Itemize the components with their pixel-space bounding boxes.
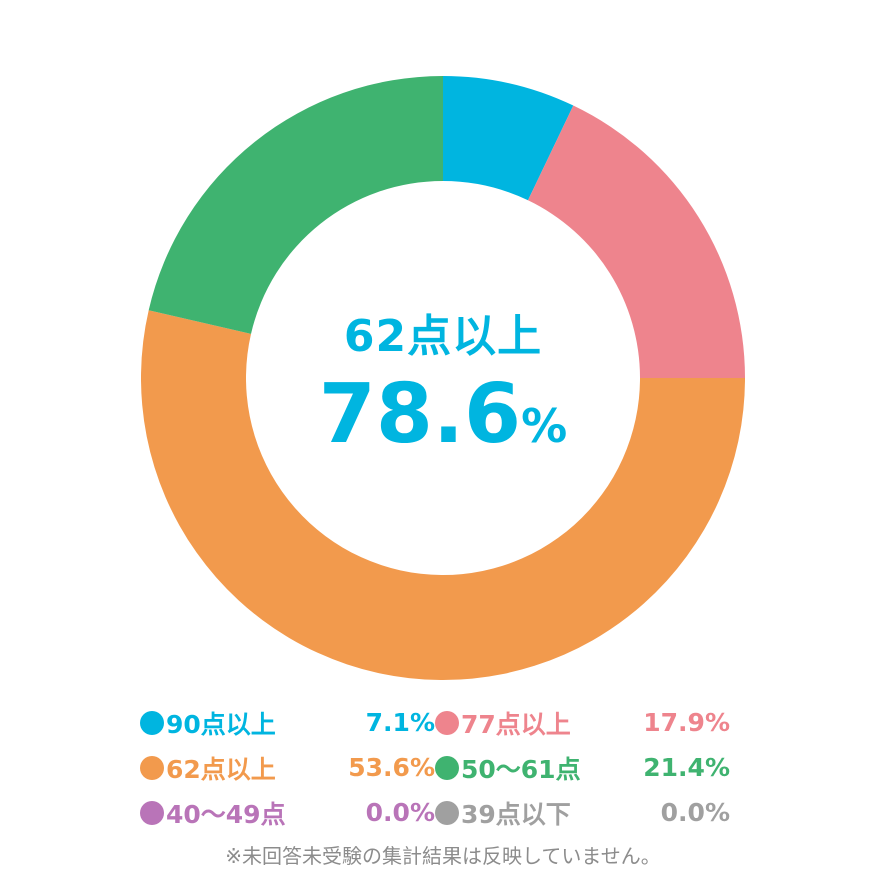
legend-value: 21.4% [643, 753, 730, 782]
legend-value: 0.0% [365, 798, 435, 827]
legend-label: 50～61点 [461, 754, 581, 784]
legend-row: 40～49点 0.0% 39点以下 0.0% [140, 790, 730, 835]
legend-item-39-below: 39点以下 0.0% [435, 795, 730, 831]
legend-value: 0.0% [660, 798, 730, 827]
legend-item-40-49: 40～49点 0.0% [140, 795, 435, 831]
legend-value: 17.9% [643, 708, 730, 737]
legend-dot [435, 755, 459, 780]
donut-slice-3 [148, 76, 444, 334]
donut-slice-0 [443, 76, 574, 201]
center-title: 62点以上 [343, 311, 543, 362]
center-value-number: 78.6 [318, 367, 522, 462]
center-value: 78.6% [243, 370, 643, 471]
legend-item-77-plus: 77点以上 17.9% [435, 705, 730, 741]
legend-label: 62点以上 [166, 754, 276, 784]
legend-label: 39点以下 [461, 799, 571, 829]
legend-row: 62点以上 53.6% 50～61点 21.4% [140, 745, 730, 790]
footnote: ※未回答未受験の集計結果は反映していません。 [225, 844, 661, 868]
legend-label: 90点以上 [166, 709, 276, 739]
legend: 90点以上 7.1% 77点以上 17.9% 62点以上 53.6% 50～61… [140, 700, 730, 835]
legend-item-50-61: 50～61点 21.4% [435, 750, 730, 786]
legend-item-62-plus: 62点以上 53.6% [140, 750, 435, 786]
legend-value: 53.6% [348, 753, 435, 782]
donut-slice-2 [141, 310, 745, 680]
legend-row: 90点以上 7.1% 77点以上 17.9% [140, 700, 730, 745]
legend-value: 7.1% [365, 708, 435, 737]
center-value-unit: % [521, 399, 568, 453]
legend-label: 40～49点 [166, 799, 286, 829]
legend-dot [435, 710, 459, 735]
legend-dot [435, 800, 459, 825]
legend-dot [140, 755, 164, 780]
donut-chart [141, 76, 745, 680]
legend-item-90-plus: 90点以上 7.1% [140, 705, 435, 741]
legend-dot [140, 710, 164, 735]
legend-label: 77点以上 [461, 709, 571, 739]
legend-dot [140, 800, 164, 825]
donut-slice-1 [527, 105, 745, 378]
